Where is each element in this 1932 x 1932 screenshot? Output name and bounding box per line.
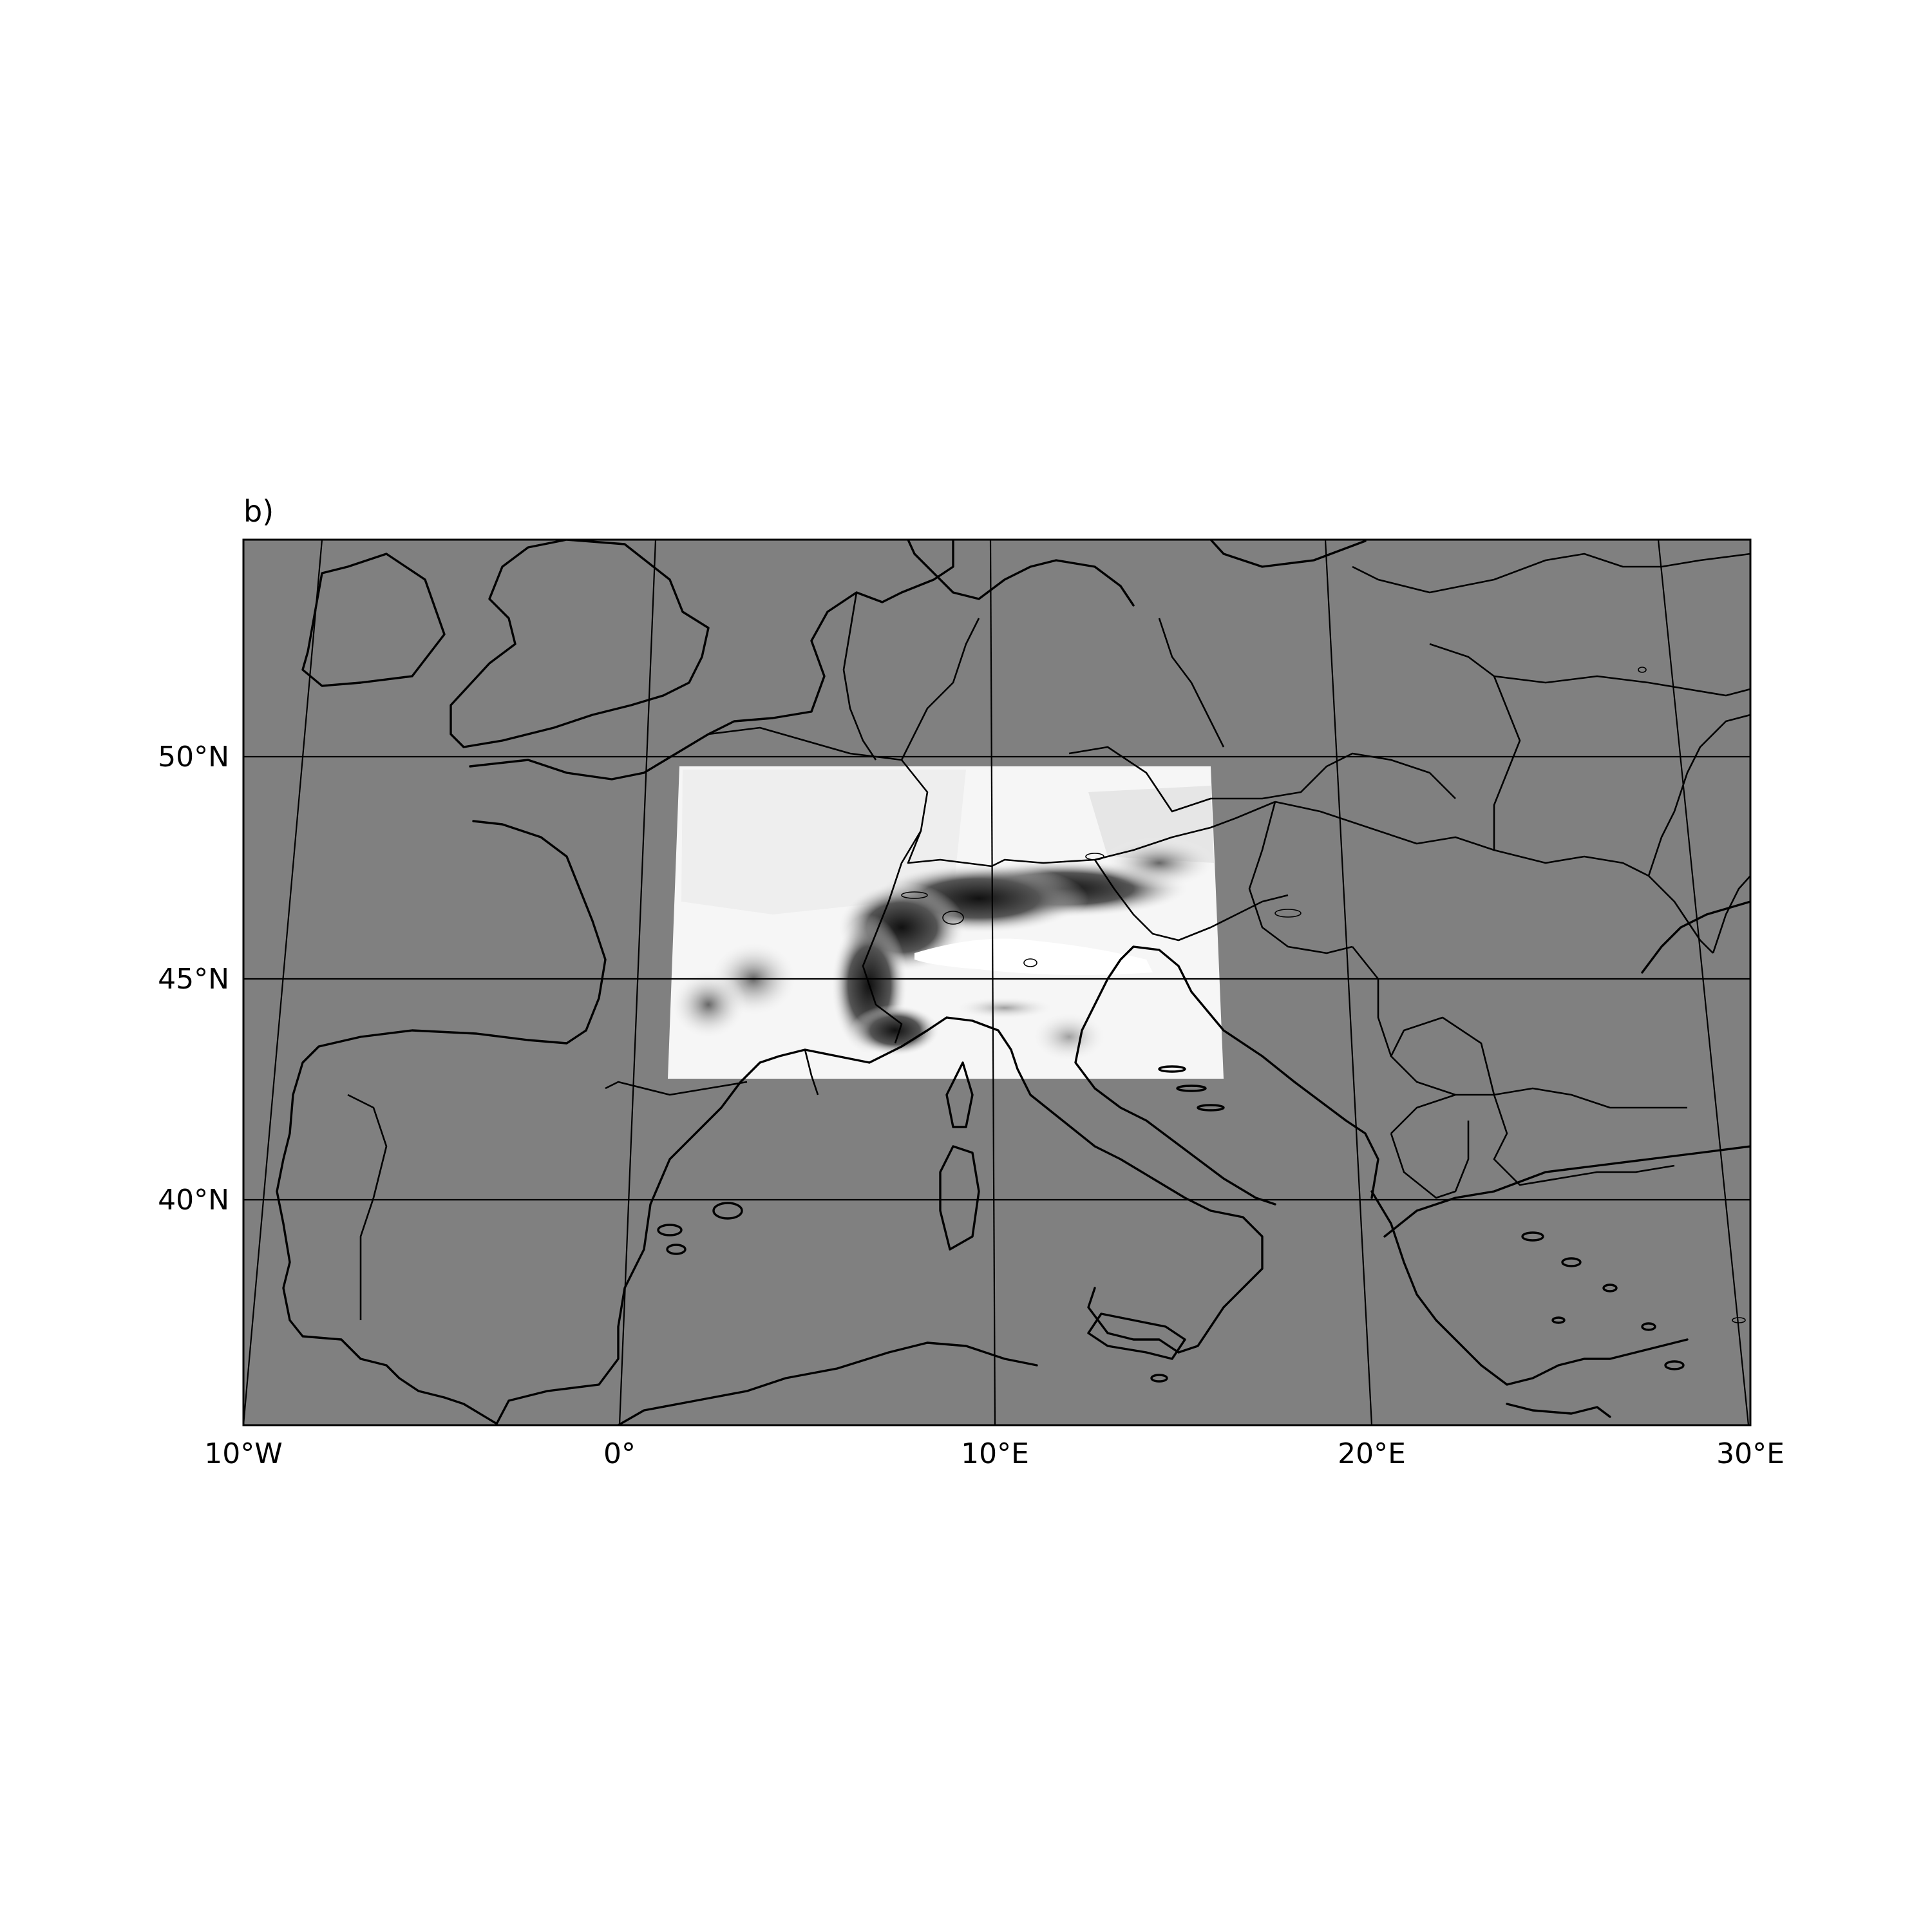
graticule [243,540,1750,1425]
coastlines [276,540,1750,1425]
map-area [243,540,1750,1425]
country-borders [347,553,1750,1320]
x-tick-labels: 10°W 0° 10°E 20°E 30°E [204,1437,1785,1470]
y-tick-labels: 50°N 45°N 40°N [158,741,229,1217]
panel-label: b) [243,494,274,529]
x-tick-label-10w: 10°W [204,1437,283,1470]
y-tick-label-40n: 40°N [158,1184,229,1217]
islands [657,1065,1685,1383]
x-tick-label-30e: 30°E [1716,1437,1785,1470]
x-tick-label-20e: 20°E [1338,1437,1406,1470]
lakes [901,667,1746,1323]
x-tick-label-10e: 10°E [961,1437,1029,1470]
y-tick-label-50n: 50°N [158,741,229,773]
x-tick-label-0: 0° [603,1437,636,1470]
y-tick-label-45n: 45°N [158,963,229,996]
